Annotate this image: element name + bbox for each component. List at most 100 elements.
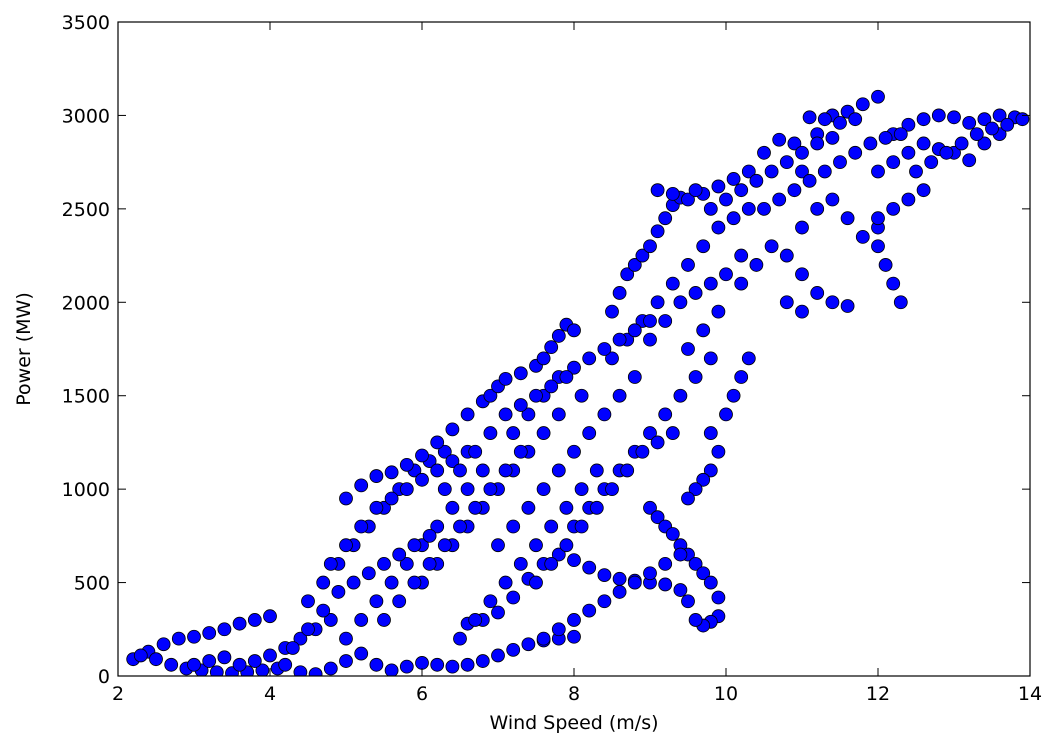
scatter-point	[825, 130, 840, 145]
scatter-point	[757, 145, 771, 160]
scatter-point	[840, 299, 855, 313]
scatter-point	[734, 183, 749, 198]
scatter-point	[498, 371, 513, 386]
scatter-point	[384, 575, 399, 590]
scatter-point	[612, 286, 627, 300]
scatter-point	[369, 469, 384, 483]
scatter-point	[460, 482, 475, 497]
scatter-point	[544, 379, 559, 394]
scatter-point	[422, 528, 437, 543]
scatter-point	[567, 613, 581, 627]
scatter-point	[605, 304, 619, 319]
scatter-point	[521, 637, 536, 652]
scatter-point	[506, 590, 521, 605]
scatter-point	[232, 616, 247, 631]
scatter-point	[354, 613, 369, 627]
scatter-point	[772, 132, 787, 147]
x-tick-label: 14	[1018, 683, 1042, 705]
scatter-point	[886, 201, 901, 216]
scatter-point	[681, 491, 695, 506]
scatter-point	[498, 407, 513, 422]
scatter-point	[681, 594, 695, 609]
scatter-point	[430, 463, 445, 478]
scatter-point	[156, 637, 171, 652]
scatter-point	[688, 286, 703, 300]
scatter-point	[627, 370, 642, 384]
scatter-point	[293, 665, 308, 676]
scatter-point	[612, 585, 627, 599]
scatter-point	[878, 258, 893, 272]
scatter-point	[658, 407, 673, 422]
scatter-point	[551, 547, 566, 562]
scatter-point	[848, 145, 863, 160]
scatter-point	[529, 538, 543, 553]
scatter-point	[658, 577, 673, 592]
scatter-point	[734, 248, 749, 263]
scatter-point	[772, 192, 787, 207]
scatter-point	[529, 388, 543, 403]
scatter-point	[779, 295, 794, 310]
scatter-point	[559, 538, 574, 553]
scatter-point	[650, 435, 665, 450]
scatter-point	[627, 323, 642, 338]
scatter-point	[521, 500, 536, 515]
scatter-point	[871, 164, 885, 179]
scatter-point	[247, 654, 262, 668]
scatter-point	[483, 594, 498, 609]
scatter-point	[506, 426, 521, 440]
scatter-point	[605, 482, 619, 497]
scatter-point	[323, 661, 338, 676]
scatter-point	[392, 547, 407, 562]
scatter-point	[377, 613, 391, 627]
scatter-point	[597, 407, 612, 422]
scatter-point	[582, 603, 597, 618]
scatter-point	[612, 388, 627, 403]
scatter-point	[726, 211, 741, 226]
x-tick-label: 10	[714, 683, 738, 705]
scatter-point	[855, 97, 870, 112]
scatter-point	[650, 183, 665, 198]
scatter-point	[536, 351, 551, 366]
scatter-point	[202, 626, 217, 640]
scatter-point	[779, 248, 794, 263]
scatter-point	[597, 568, 612, 582]
scatter-point	[582, 351, 597, 366]
scatter-point	[399, 556, 414, 571]
scatter-point	[354, 478, 369, 493]
scatter-point	[301, 622, 315, 637]
scatter-point	[612, 571, 627, 586]
scatter-point	[354, 646, 369, 661]
scatter-point	[681, 192, 695, 207]
scatter-point	[445, 500, 460, 515]
scatter-point	[529, 575, 543, 590]
data-points	[126, 89, 1030, 676]
scatter-point	[916, 183, 931, 198]
scatter-point	[658, 211, 673, 226]
scatter-point	[544, 519, 559, 534]
scatter-point	[339, 491, 353, 506]
scatter-point	[893, 127, 908, 142]
x-tick-label: 4	[264, 683, 276, 705]
scatter-point	[711, 220, 726, 235]
scatter-point	[871, 211, 885, 226]
scatter-point	[696, 239, 711, 254]
scatter-point	[437, 482, 452, 497]
scatter-point	[954, 136, 969, 151]
scatter-point	[468, 444, 483, 459]
y-tick-label: 2000	[62, 292, 110, 314]
scatter-point	[795, 145, 809, 160]
scatter-point	[551, 407, 566, 422]
scatter-point	[977, 112, 992, 127]
scatter-point	[468, 613, 483, 627]
scatter-point	[506, 642, 521, 657]
scatter-point	[643, 500, 657, 515]
scatter-point	[901, 192, 916, 207]
scatter-point	[688, 370, 703, 384]
scatter-point	[498, 575, 513, 590]
scatter-point	[460, 407, 475, 422]
scatter-point	[909, 164, 923, 179]
scatter-point	[802, 110, 817, 125]
scatter-point	[703, 276, 718, 291]
scatter-point	[757, 201, 771, 216]
y-axis-ticks: 0 500 1000 1500 2000 2500 3000 3500	[62, 12, 1030, 688]
